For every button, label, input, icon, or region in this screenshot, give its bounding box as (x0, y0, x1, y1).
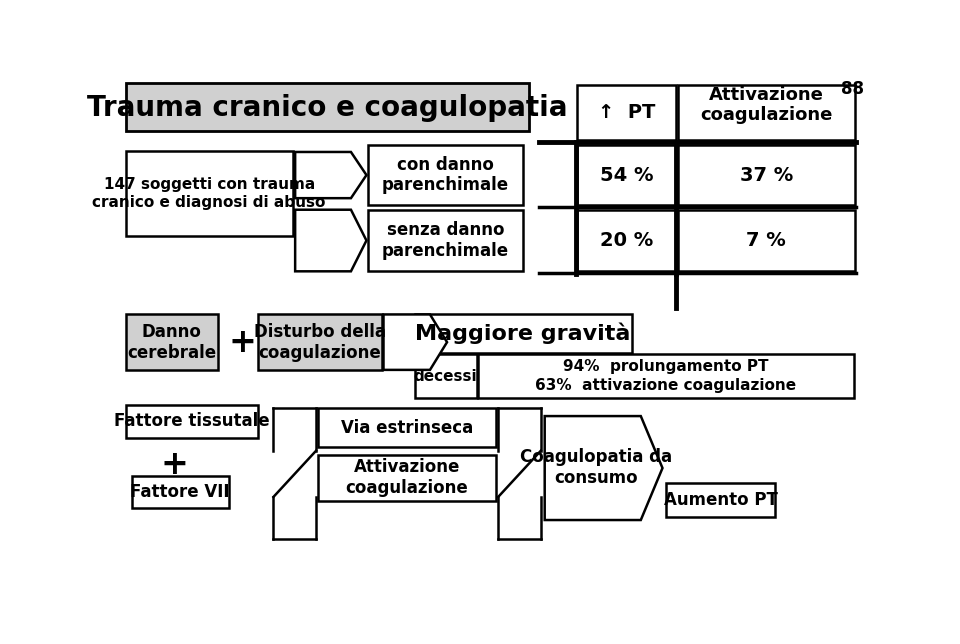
FancyBboxPatch shape (415, 354, 476, 397)
Text: ↑  PT: ↑ PT (598, 103, 656, 122)
FancyBboxPatch shape (478, 354, 854, 397)
Text: 7 %: 7 % (747, 231, 786, 250)
FancyBboxPatch shape (126, 151, 293, 236)
Text: con danno
parenchimale: con danno parenchimale (382, 156, 509, 194)
FancyBboxPatch shape (577, 210, 677, 271)
Text: 63%  attivazione coagulazione: 63% attivazione coagulazione (535, 378, 796, 393)
Text: 94%  prolungamento PT: 94% prolungamento PT (563, 359, 768, 374)
Text: 54 %: 54 % (600, 166, 654, 185)
Text: senza danno
parenchimale: senza danno parenchimale (382, 221, 509, 260)
Text: 147 soggetti con trauma
cranico e diagnosi di abuso: 147 soggetti con trauma cranico e diagno… (92, 177, 325, 210)
Text: Trauma cranico e coagulopatia: Trauma cranico e coagulopatia (87, 94, 568, 122)
FancyBboxPatch shape (368, 145, 523, 205)
Text: decessi: decessi (414, 368, 477, 384)
Text: Aumento PT: Aumento PT (663, 491, 778, 509)
Text: Attivazione
coagulazione: Attivazione coagulazione (346, 459, 468, 497)
FancyBboxPatch shape (318, 455, 496, 501)
Polygon shape (295, 210, 367, 271)
FancyBboxPatch shape (132, 476, 228, 509)
FancyBboxPatch shape (415, 314, 632, 353)
Text: Coagulopatia da
consumo: Coagulopatia da consumo (519, 448, 672, 487)
FancyBboxPatch shape (577, 85, 677, 140)
Text: 88: 88 (841, 80, 864, 98)
Text: Attivazione
coagulazione: Attivazione coagulazione (700, 86, 832, 124)
Text: Maggiore gravità: Maggiore gravità (416, 323, 631, 345)
Text: 37 %: 37 % (740, 166, 793, 185)
FancyBboxPatch shape (126, 84, 529, 131)
FancyBboxPatch shape (577, 145, 677, 205)
FancyBboxPatch shape (318, 408, 496, 447)
Text: Fattore tissutale: Fattore tissutale (114, 412, 270, 430)
Text: Danno
cerebrale: Danno cerebrale (128, 323, 217, 361)
Text: Disturbo della
coagulazione: Disturbo della coagulazione (254, 323, 386, 361)
FancyBboxPatch shape (126, 314, 218, 370)
Text: +: + (160, 448, 188, 481)
Text: Fattore VII: Fattore VII (130, 483, 229, 501)
FancyBboxPatch shape (678, 145, 854, 205)
FancyBboxPatch shape (368, 210, 523, 271)
Text: Via estrinseca: Via estrinseca (341, 419, 473, 437)
FancyBboxPatch shape (666, 483, 775, 517)
Text: 20 %: 20 % (600, 231, 654, 250)
Polygon shape (295, 152, 367, 198)
FancyBboxPatch shape (678, 210, 854, 271)
Polygon shape (544, 416, 662, 520)
FancyBboxPatch shape (126, 404, 258, 439)
FancyBboxPatch shape (258, 314, 382, 370)
Polygon shape (383, 314, 447, 370)
Text: +: + (228, 326, 256, 359)
FancyBboxPatch shape (678, 85, 854, 140)
